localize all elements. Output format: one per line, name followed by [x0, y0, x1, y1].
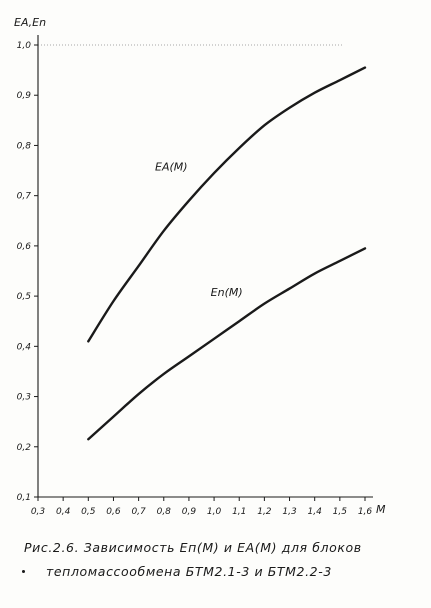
series-label-1: En(M): [211, 286, 243, 299]
x-tick-label: 1,5: [333, 507, 348, 517]
y-tick-label: 0,1: [17, 493, 31, 503]
x-tick-label: 1,1: [232, 507, 246, 517]
y-tick-label: 0,8: [17, 141, 32, 151]
x-tick-label: 0,9: [182, 507, 197, 517]
x-axis-title: M: [376, 503, 386, 516]
y-tick-label: 0,4: [17, 342, 32, 352]
y-tick-label: 0,7: [17, 192, 32, 202]
x-axis-ticks: 0,3 0,4 0,5 0,6 0,7 0,8 0,9 1,0 1,1 1,2 1,3 1,4 1,5 1…: [31, 497, 373, 517]
x-tick-label: 1,6: [358, 507, 373, 517]
y-tick-label: 0,9: [17, 91, 32, 101]
x-tick-label: 0,6: [106, 507, 121, 517]
axes: [37, 35, 373, 498]
y-axis-ticks: 0,1 0,2 0,3 0,4 0,5 0,6 0,7 0,8 0,9 1,0: [17, 41, 38, 503]
x-tick-label: 1,0: [207, 507, 222, 517]
y-axis-title: EA,En: [14, 16, 46, 29]
series-line-1: [87, 247, 367, 441]
x-tick-label: 0,4: [56, 507, 71, 517]
chart: 0,3 0,4 0,5 0,6 0,7 0,8 0,9 1,0 1,1 1,2 1,3 1,4 1,5 1…: [14, 16, 386, 517]
x-tick-label: 0,3: [31, 507, 46, 517]
x-tick-label: 1,3: [282, 507, 297, 517]
x-tick-label: 1,4: [308, 507, 323, 517]
figure-caption-line-1: Рис.2.6. Зависимость Еп(М) и ЕА(М) для б…: [24, 540, 362, 555]
y-tick-label: 0,2: [17, 443, 32, 453]
x-tick-label: 0,7: [131, 507, 146, 517]
series-line-0: [87, 66, 367, 343]
caption-bullet: [22, 570, 25, 573]
series-label-0: EA(M): [155, 161, 188, 174]
series-lines: EA(M) En(M): [87, 66, 367, 441]
x-tick-label: 1,2: [257, 507, 272, 517]
y-tick-label: 0,6: [17, 242, 32, 252]
y-tick-label: 0,5: [17, 292, 32, 302]
figure-caption-line-2: тепломассообмена БТМ2.1-3 и БТМ2.2-3: [46, 564, 332, 579]
y-tick-label: 1,0: [17, 41, 32, 51]
y-tick-label: 0,3: [17, 393, 32, 403]
x-tick-label: 0,5: [81, 507, 96, 517]
x-tick-label: 0,8: [157, 507, 172, 517]
